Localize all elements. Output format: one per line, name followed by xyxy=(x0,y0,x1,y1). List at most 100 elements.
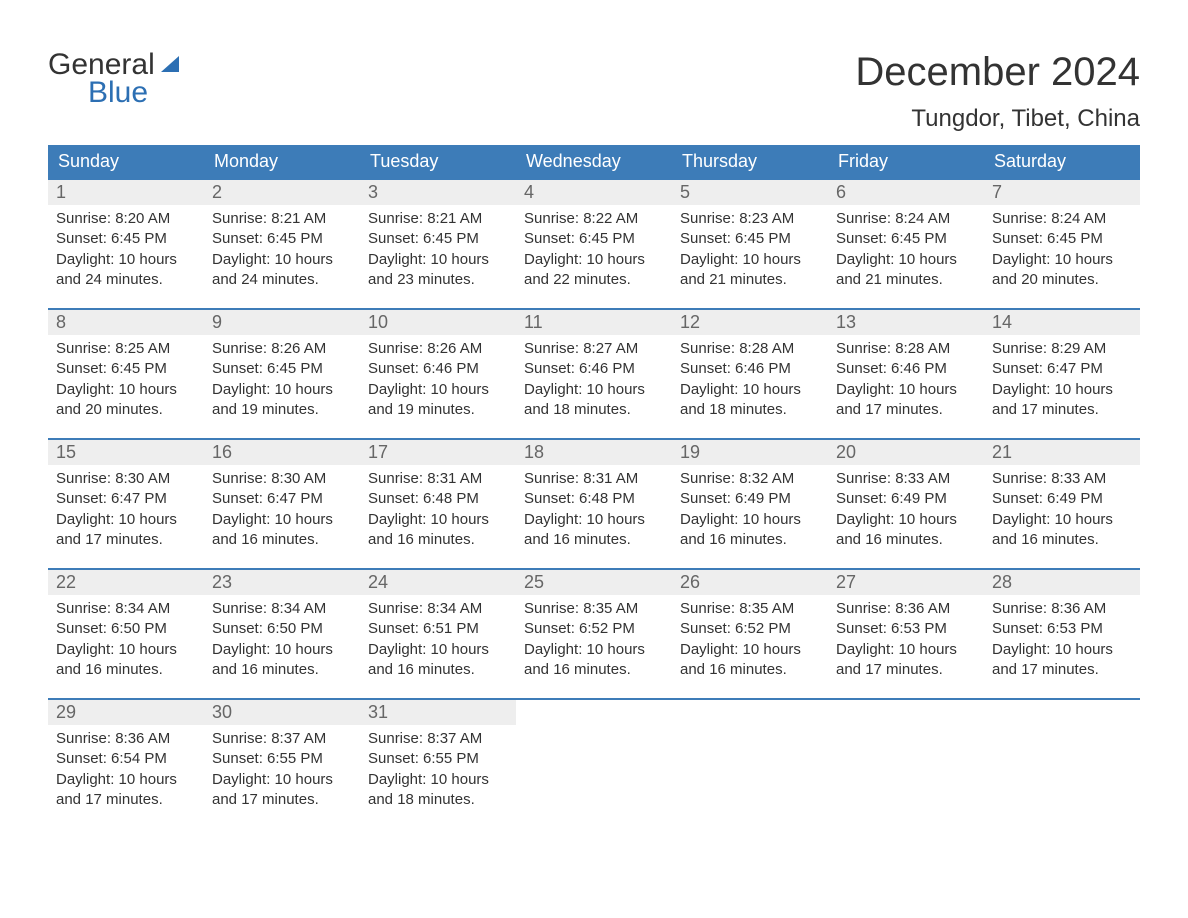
day-number-cell: 24 xyxy=(360,569,516,595)
day-number-cell: 18 xyxy=(516,439,672,465)
detail-row: Sunrise: 8:36 AMSunset: 6:54 PMDaylight:… xyxy=(48,725,1140,828)
logo-word-2: Blue xyxy=(88,78,179,108)
day-detail-cell: Sunrise: 8:36 AMSunset: 6:54 PMDaylight:… xyxy=(48,725,204,828)
day-number-cell: 1 xyxy=(48,179,204,205)
detail-line-day2: and 16 minutes. xyxy=(680,660,820,680)
detail-line-sunset: Sunset: 6:55 PM xyxy=(212,749,352,769)
day-header: Saturday xyxy=(984,145,1140,179)
detail-line-day1: Daylight: 10 hours xyxy=(212,510,352,530)
day-detail-cell: Sunrise: 8:22 AMSunset: 6:45 PMDaylight:… xyxy=(516,205,672,309)
detail-line-sunset: Sunset: 6:52 PM xyxy=(680,619,820,639)
day-detail-cell: Sunrise: 8:20 AMSunset: 6:45 PMDaylight:… xyxy=(48,205,204,309)
day-number-cell: 5 xyxy=(672,179,828,205)
day-number-cell: 4 xyxy=(516,179,672,205)
day-number-cell: 13 xyxy=(828,309,984,335)
detail-line-sunset: Sunset: 6:45 PM xyxy=(56,359,196,379)
day-number-cell: 27 xyxy=(828,569,984,595)
detail-row: Sunrise: 8:25 AMSunset: 6:45 PMDaylight:… xyxy=(48,335,1140,439)
detail-line-day2: and 19 minutes. xyxy=(368,400,508,420)
detail-line-sunset: Sunset: 6:50 PM xyxy=(212,619,352,639)
detail-line-sunrise: Sunrise: 8:24 AM xyxy=(992,209,1132,229)
detail-line-day1: Daylight: 10 hours xyxy=(56,640,196,660)
detail-line-day1: Daylight: 10 hours xyxy=(836,640,976,660)
detail-line-sunset: Sunset: 6:49 PM xyxy=(680,489,820,509)
calendar-head: SundayMondayTuesdayWednesdayThursdayFrid… xyxy=(48,145,1140,179)
logo-triangle-icon xyxy=(161,56,179,72)
detail-line-day2: and 17 minutes. xyxy=(992,660,1132,680)
detail-line-day2: and 16 minutes. xyxy=(524,530,664,550)
day-detail-cell: Sunrise: 8:25 AMSunset: 6:45 PMDaylight:… xyxy=(48,335,204,439)
detail-line-day2: and 22 minutes. xyxy=(524,270,664,290)
detail-line-sunset: Sunset: 6:49 PM xyxy=(992,489,1132,509)
detail-line-sunrise: Sunrise: 8:31 AM xyxy=(368,469,508,489)
day-header: Thursday xyxy=(672,145,828,179)
detail-line-day2: and 19 minutes. xyxy=(212,400,352,420)
detail-line-day2: and 24 minutes. xyxy=(56,270,196,290)
detail-line-sunset: Sunset: 6:55 PM xyxy=(368,749,508,769)
detail-line-sunset: Sunset: 6:48 PM xyxy=(368,489,508,509)
day-detail-cell: Sunrise: 8:34 AMSunset: 6:50 PMDaylight:… xyxy=(204,595,360,699)
day-header: Friday xyxy=(828,145,984,179)
detail-line-day1: Daylight: 10 hours xyxy=(680,640,820,660)
day-detail-cell: Sunrise: 8:23 AMSunset: 6:45 PMDaylight:… xyxy=(672,205,828,309)
detail-line-day1: Daylight: 10 hours xyxy=(680,380,820,400)
detail-line-sunrise: Sunrise: 8:30 AM xyxy=(212,469,352,489)
detail-line-day1: Daylight: 10 hours xyxy=(368,380,508,400)
detail-line-day1: Daylight: 10 hours xyxy=(992,640,1132,660)
day-detail-cell xyxy=(516,725,672,828)
day-number-cell: 8 xyxy=(48,309,204,335)
day-detail-cell: Sunrise: 8:37 AMSunset: 6:55 PMDaylight:… xyxy=(360,725,516,828)
detail-line-sunrise: Sunrise: 8:29 AM xyxy=(992,339,1132,359)
detail-line-day2: and 16 minutes. xyxy=(212,530,352,550)
day-detail-cell: Sunrise: 8:37 AMSunset: 6:55 PMDaylight:… xyxy=(204,725,360,828)
logo-text: General Blue xyxy=(48,50,179,108)
day-detail-cell: Sunrise: 8:34 AMSunset: 6:50 PMDaylight:… xyxy=(48,595,204,699)
detail-line-sunrise: Sunrise: 8:33 AM xyxy=(836,469,976,489)
day-header: Wednesday xyxy=(516,145,672,179)
detail-line-day1: Daylight: 10 hours xyxy=(212,380,352,400)
detail-line-sunset: Sunset: 6:45 PM xyxy=(56,229,196,249)
detail-line-sunset: Sunset: 6:53 PM xyxy=(836,619,976,639)
detail-line-day2: and 16 minutes. xyxy=(56,660,196,680)
daynum-row: 15161718192021 xyxy=(48,439,1140,465)
detail-line-sunrise: Sunrise: 8:31 AM xyxy=(524,469,664,489)
day-number-cell: 20 xyxy=(828,439,984,465)
detail-line-day2: and 17 minutes. xyxy=(836,660,976,680)
detail-line-day1: Daylight: 10 hours xyxy=(56,510,196,530)
detail-line-sunrise: Sunrise: 8:37 AM xyxy=(212,729,352,749)
detail-line-day2: and 18 minutes. xyxy=(524,400,664,420)
day-detail-cell: Sunrise: 8:31 AMSunset: 6:48 PMDaylight:… xyxy=(516,465,672,569)
calendar-body: 1234567Sunrise: 8:20 AMSunset: 6:45 PMDa… xyxy=(48,179,1140,828)
detail-line-day2: and 17 minutes. xyxy=(56,530,196,550)
detail-line-day1: Daylight: 10 hours xyxy=(368,770,508,790)
detail-line-day1: Daylight: 10 hours xyxy=(992,510,1132,530)
detail-line-sunset: Sunset: 6:45 PM xyxy=(524,229,664,249)
day-detail-cell: Sunrise: 8:24 AMSunset: 6:45 PMDaylight:… xyxy=(828,205,984,309)
detail-line-day2: and 16 minutes. xyxy=(368,530,508,550)
day-number-cell: 3 xyxy=(360,179,516,205)
detail-line-sunrise: Sunrise: 8:23 AM xyxy=(680,209,820,229)
day-detail-cell xyxy=(672,725,828,828)
detail-line-sunset: Sunset: 6:46 PM xyxy=(368,359,508,379)
detail-line-sunrise: Sunrise: 8:33 AM xyxy=(992,469,1132,489)
day-number-cell: 28 xyxy=(984,569,1140,595)
day-number-cell xyxy=(984,699,1140,725)
daynum-row: 1234567 xyxy=(48,179,1140,205)
day-number-cell: 30 xyxy=(204,699,360,725)
day-number-cell xyxy=(828,699,984,725)
detail-line-day1: Daylight: 10 hours xyxy=(368,640,508,660)
detail-line-day2: and 16 minutes. xyxy=(680,530,820,550)
day-detail-cell: Sunrise: 8:26 AMSunset: 6:45 PMDaylight:… xyxy=(204,335,360,439)
day-detail-cell: Sunrise: 8:26 AMSunset: 6:46 PMDaylight:… xyxy=(360,335,516,439)
location-text: Tungdor, Tibet, China xyxy=(855,105,1140,133)
day-detail-cell: Sunrise: 8:36 AMSunset: 6:53 PMDaylight:… xyxy=(984,595,1140,699)
detail-line-day2: and 21 minutes. xyxy=(680,270,820,290)
detail-line-sunset: Sunset: 6:47 PM xyxy=(212,489,352,509)
day-detail-cell: Sunrise: 8:28 AMSunset: 6:46 PMDaylight:… xyxy=(672,335,828,439)
detail-line-day2: and 16 minutes. xyxy=(992,530,1132,550)
detail-line-sunrise: Sunrise: 8:21 AM xyxy=(368,209,508,229)
detail-line-day2: and 17 minutes. xyxy=(992,400,1132,420)
day-detail-cell: Sunrise: 8:21 AMSunset: 6:45 PMDaylight:… xyxy=(360,205,516,309)
day-detail-cell: Sunrise: 8:33 AMSunset: 6:49 PMDaylight:… xyxy=(828,465,984,569)
detail-line-sunrise: Sunrise: 8:36 AM xyxy=(836,599,976,619)
